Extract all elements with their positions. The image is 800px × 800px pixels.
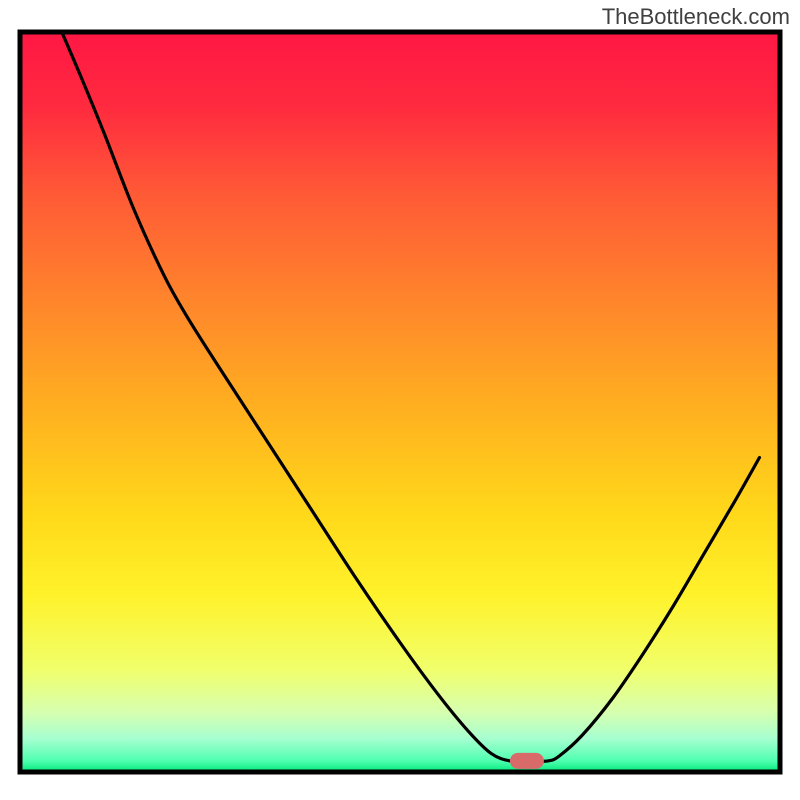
bottleneck-chart: TheBottleneck.com bbox=[0, 0, 800, 800]
watermark-text: TheBottleneck.com bbox=[602, 4, 790, 30]
optimum-marker bbox=[510, 753, 544, 769]
chart-svg bbox=[0, 0, 800, 800]
gradient-background bbox=[20, 32, 780, 772]
